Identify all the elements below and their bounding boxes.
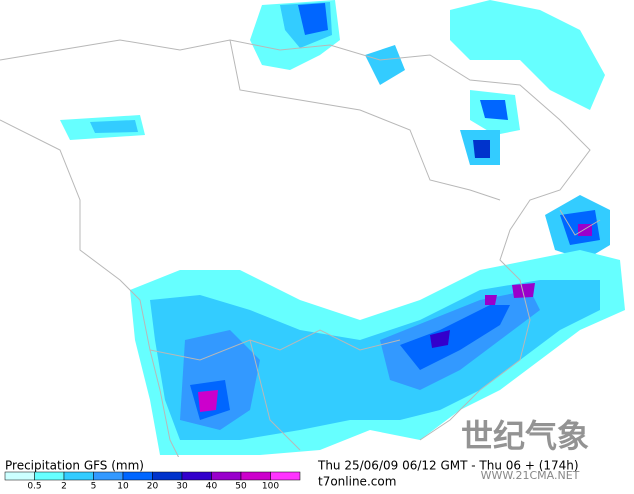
watermark-url: WWW.21CMA.NET (481, 469, 580, 482)
legend-swatch (34, 471, 65, 481)
watermark: 世纪气象 (461, 417, 589, 455)
map-title: Precipitation GFS (mm) (5, 459, 144, 473)
legend-swatch (240, 471, 271, 481)
legend-label: 30 (176, 482, 188, 491)
legend-label: 5 (91, 482, 97, 491)
legend-swatch (4, 471, 35, 481)
time-label: Thu 25/06/09 06/12 GMT - Thu 06 + (174h) (317, 459, 579, 473)
legend-label: 100 (262, 482, 279, 491)
legend-label: 2 (61, 482, 67, 491)
legend-swatch (152, 471, 183, 481)
legend-swatch (211, 471, 242, 481)
precipitation (60, 0, 625, 455)
legend-label: 10 (117, 482, 129, 491)
legend-swatch (93, 471, 124, 481)
legend-label: 0.5 (27, 482, 41, 491)
legend-swatch (181, 471, 212, 481)
legend-swatch (270, 471, 301, 481)
borders (0, 39, 601, 461)
source: t7online.com (318, 475, 396, 489)
legend-label: 20 (147, 482, 159, 491)
legend: 0.5 2 5 10 20 30 40 50 100 (4, 471, 301, 492)
legend-swatch (122, 471, 153, 481)
legend-swatch (63, 471, 94, 481)
legend-label: 50 (235, 482, 247, 491)
legend-label: 40 (206, 482, 218, 491)
